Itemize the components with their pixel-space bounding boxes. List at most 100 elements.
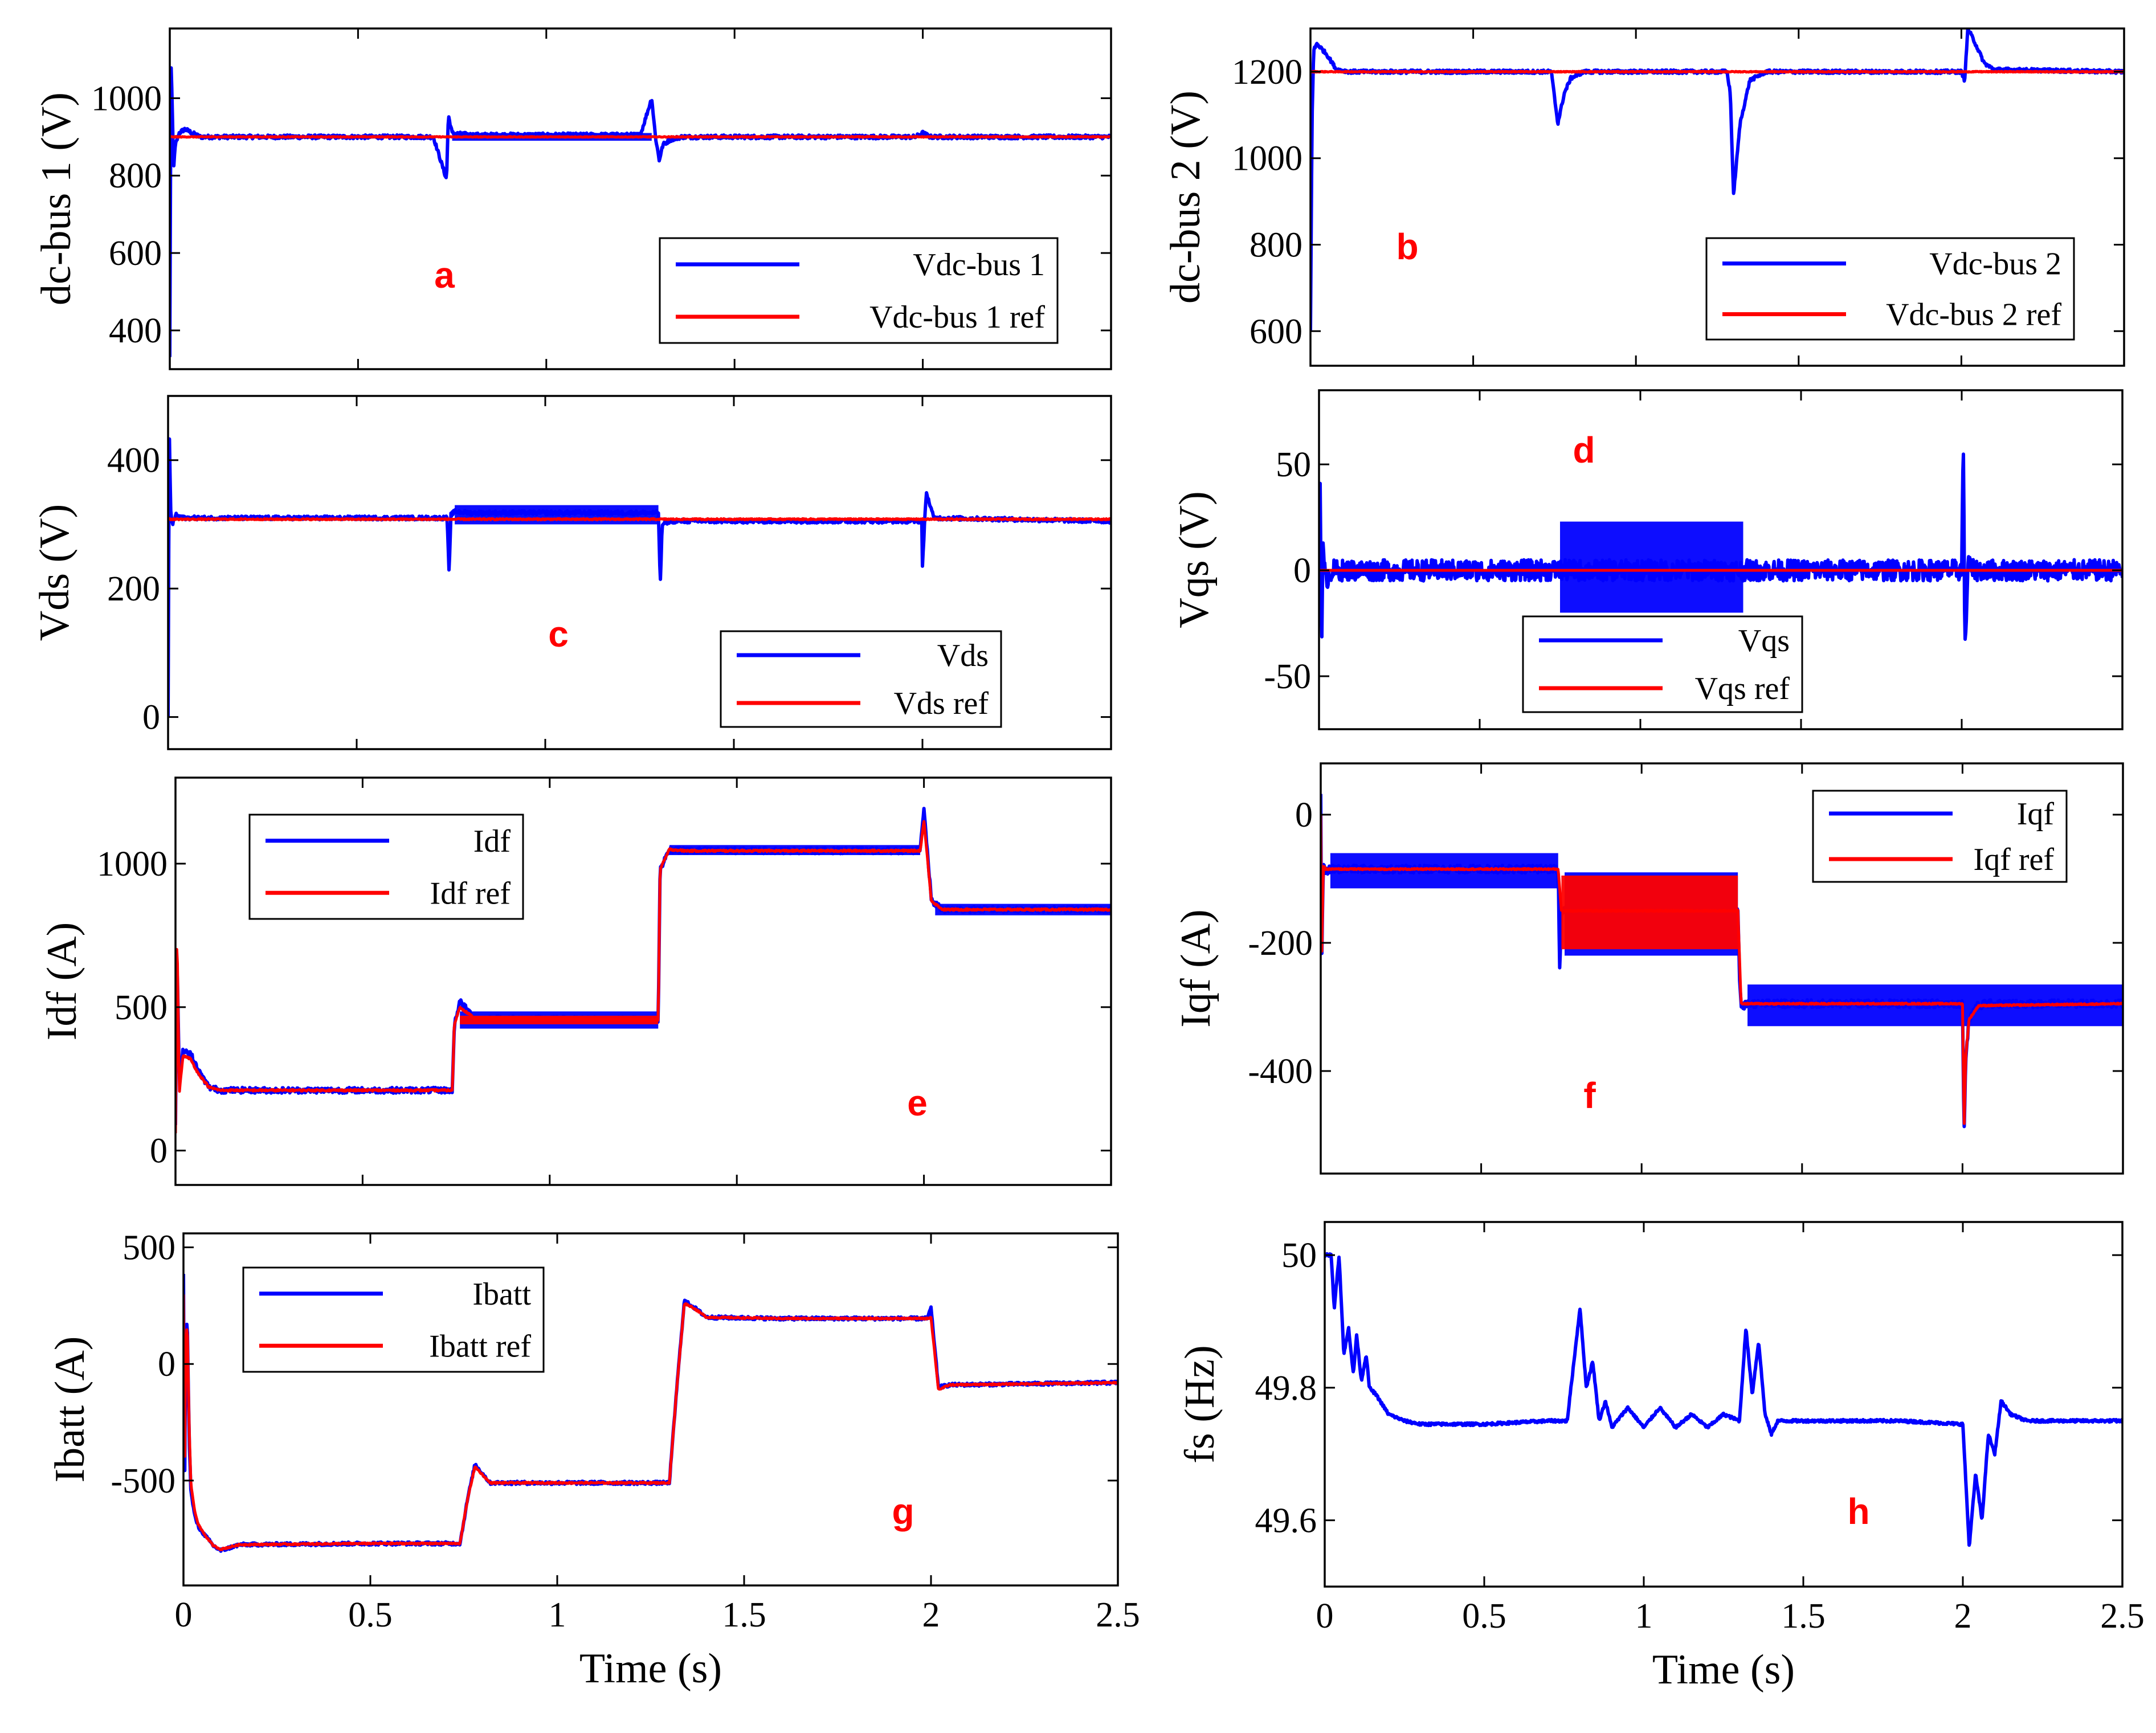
axes-box-c [167,395,1112,750]
series-g-reference [183,1294,1118,1551]
series-h-measured [1325,1252,2122,1547]
legend-a: Vdc-bus 1 Vdc-bus 1 ref [659,237,1059,344]
y-tick-label-c-1: 200 [107,570,160,608]
x-tick-label-h-1: 0.5 [1462,1597,1506,1636]
legend-c: Vds Vds ref [720,630,1002,728]
series-c-measured [168,437,1111,717]
panel-f: -400 -200 0 Iqf (A) f Iqf Iqf ref [1173,762,2124,1175]
y-tick-label-d-0: -50 [1264,657,1311,696]
y-tick-label-h-1: 49.8 [1255,1369,1317,1408]
y-tick-label-e-2: 1000 [97,845,168,884]
y-axis-label-g: Ibatt (A) [47,1336,93,1483]
y-tick-label-a-2: 800 [109,157,162,195]
y-tick-label-b-2: 1000 [1232,140,1302,178]
x-tick-label-g-1: 0.5 [348,1596,393,1634]
axes-box-h [1324,1221,2124,1588]
y-tick-label-f-2: 0 [1295,796,1313,835]
y-tick-label-b-1: 800 [1250,226,1302,264]
panel-g: 0 0.5 1 1.5 2 2.5 -500 0 500 Ibatt (A) Time (s) g Ib… [47,1229,1140,1692]
y-tick-label-g-2: 500 [122,1229,175,1268]
legend-label-e-0: Idf [473,824,511,859]
panel-letter-d: d [1573,430,1595,471]
legend-label-b-0: Vdc-bus 2 [1929,247,2061,282]
legend-box-e [248,814,524,920]
panel-letter-c: c [548,614,569,655]
x-tick-label-g-3: 1.5 [722,1596,766,1634]
plot-area-f [1321,794,2123,1129]
y-tick-label-b-0: 600 [1250,312,1302,351]
legend-label-e-1: Idf ref [430,876,511,911]
series-f-reference [1321,815,2123,1125]
y-tick-label-a-0: 400 [109,312,162,350]
x-axis-label-g: Time (s) [579,1645,722,1692]
panel-d: -50 0 50 Vqs (V) d Vqs Vqs ref [1171,389,2124,730]
y-axis-label-e: Idf (A) [39,922,85,1041]
y-tick-label-c-2: 400 [107,442,160,480]
legend-box-f [1812,790,2068,883]
series-line-g-1 [183,1294,1118,1551]
legend-label-a-1: Vdc-bus 1 ref [869,300,1045,335]
x-axis-label-h: Time (s) [1652,1646,1795,1693]
series-e-reference [175,820,1111,1134]
axes-box-e [174,776,1112,1186]
legend-label-d-0: Vqs [1738,623,1790,659]
y-tick-label-d-1: 0 [1293,551,1311,590]
axes-box-g [182,1232,1119,1587]
y-axis-label-a: dc-bus 1 (V) [33,92,80,305]
panel-e: 0 500 1000 Idf (A) e Idf Idf ref [39,776,1112,1186]
axes-box-a [169,27,1112,370]
y-axis-label-b: dc-bus 2 (V) [1162,91,1209,304]
x-tick-label-h-4: 2 [1954,1597,1972,1636]
x-tick-label-g-0: 0 [175,1596,193,1634]
panel-b: 600 800 1000 1200 dc-bus 2 (V) b Vdc-bus 2 Vdc-… [1162,27,2125,367]
plot-area-h [1325,1252,2122,1547]
legend-label-c-0: Vds [937,638,989,673]
panel-letter-e: e [907,1082,928,1123]
plot-area-d [1319,452,2122,641]
panel-h: 0 0.5 1 1.5 2 2.5 49.6 49.8 50 fs (Hz) Time (s) h [1177,1221,2145,1693]
y-tick-label-e-0: 0 [150,1132,168,1171]
y-tick-label-g-0: -500 [111,1462,175,1501]
series-line-h-0 [1325,1252,2122,1547]
legend-label-f-1: Iqf ref [1974,842,2055,877]
legend-label-f-0: Iqf [2017,796,2055,832]
legend-box-c [720,630,1002,728]
y-axis-label-c: Vds (V) [31,504,78,641]
legend-e: Idf Idf ref [248,814,524,920]
series-line-c-1 [168,517,1111,522]
legend-box-d [1522,615,1803,713]
plot-area-e [175,807,1111,1134]
series-line-c-0 [168,437,1111,717]
x-tick-label-g-2: 1 [549,1596,566,1634]
legend-label-a-0: Vdc-bus 1 [913,247,1045,283]
series-b-reference [1310,70,2124,74]
series-line-f-1 [1321,815,2123,1125]
plot-area-b [1310,28,2124,331]
legend-label-c-1: Vds ref [894,686,989,721]
panel-letter-g: g [892,1491,914,1532]
x-tick-label-g-4: 2 [922,1596,940,1634]
y-tick-label-b-3: 1200 [1232,53,1302,92]
series-line-e-1 [175,820,1111,1134]
series-line-b-1 [1310,70,2124,74]
x-tick-label-h-2: 1 [1635,1597,1653,1636]
y-tick-label-a-3: 1000 [91,79,162,118]
panel-letter-b: b [1396,226,1418,267]
y-axis-label-h: fs (Hz) [1177,1345,1223,1464]
plot-area-g [183,1274,1118,1553]
y-tick-label-h-2: 50 [1281,1236,1317,1275]
legend-box-a [659,237,1059,344]
axes-box-b [1309,27,2125,367]
y-tick-label-a-1: 600 [109,234,162,273]
legend-label-g-1: Ibatt ref [429,1329,531,1364]
y-tick-label-f-1: -200 [1248,924,1313,963]
panel-letter-h: h [1847,1491,1869,1532]
y-tick-label-e-1: 500 [115,988,168,1027]
legend-box-b [1705,237,2075,341]
legend-label-b-1: Vdc-bus 2 ref [1886,297,2061,333]
legend-box-g [242,1266,545,1373]
panel-letter-f: f [1583,1075,1596,1116]
y-tick-label-d-2: 50 [1276,445,1311,484]
